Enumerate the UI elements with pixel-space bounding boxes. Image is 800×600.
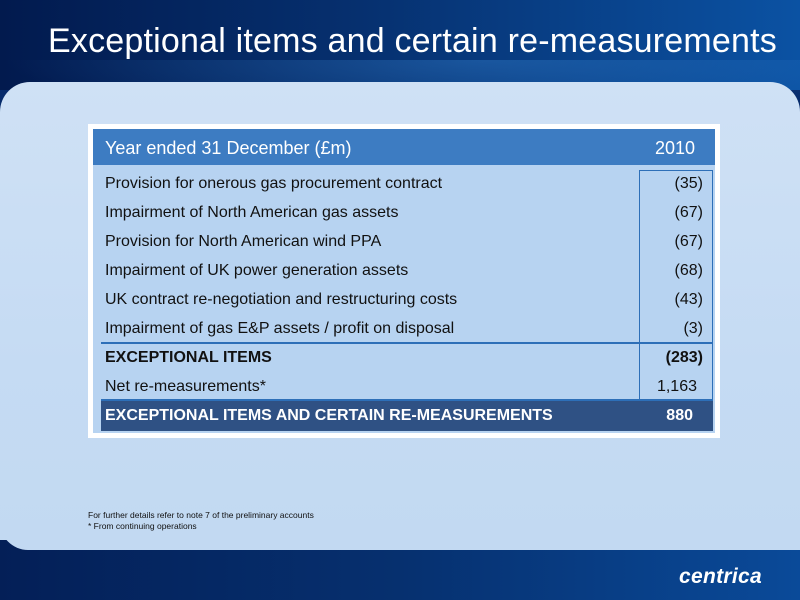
row-value: (3) [683, 320, 703, 337]
total-divider [101, 399, 713, 401]
exceptional-items-row: EXCEPTIONAL ITEMS (283) [93, 344, 715, 373]
row-label: Impairment of gas E&P assets / profit on… [105, 320, 455, 337]
centrica-logo: centrica [679, 565, 762, 588]
row-value: (43) [674, 291, 703, 308]
table-body: Year ended 31 December (£m) 2010 Provisi… [93, 129, 715, 433]
footnote-reference: For further details refer to note 7 of t… [88, 510, 314, 520]
total-row: EXCEPTIONAL ITEMS AND CERTAIN RE-MEASURE… [101, 401, 713, 431]
footnotes: For further details refer to note 7 of t… [88, 510, 314, 532]
total-label: EXCEPTIONAL ITEMS AND CERTAIN RE-MEASURE… [105, 407, 553, 424]
subtotal-divider [101, 342, 713, 344]
footer-band [0, 540, 800, 600]
net-remeasurements-row: Net re-measurements* 1,163 [93, 373, 715, 402]
row-label: Impairment of UK power generation assets [105, 262, 409, 279]
row-label: Provision for North American wind PPA [105, 233, 382, 250]
row-value: (67) [674, 204, 703, 221]
data-table: Year ended 31 December (£m) 2010 Provisi… [88, 124, 720, 438]
slide-title: Exceptional items and certain re-measure… [48, 22, 777, 60]
row-label: Impairment of North American gas assets [105, 204, 399, 221]
table-row: Provision for North American wind PPA (6… [93, 228, 715, 257]
row-value: 1,163 [656, 378, 697, 395]
table-row: UK contract re-negotiation and restructu… [93, 286, 715, 315]
table-row: Impairment of North American gas assets … [93, 199, 715, 228]
row-value: (35) [674, 175, 703, 192]
total-value: 880 [666, 407, 693, 424]
table-row: Provision for onerous gas procurement co… [93, 170, 715, 199]
row-label: Provision for onerous gas procurement co… [105, 175, 443, 192]
row-value: (283) [665, 349, 703, 366]
row-value: (67) [674, 233, 703, 250]
header-label: Year ended 31 December (£m) [105, 138, 352, 158]
content-panel-bottom [0, 520, 800, 550]
table-row: Impairment of gas E&P assets / profit on… [93, 315, 715, 344]
table-header: Year ended 31 December (£m) 2010 [93, 129, 715, 165]
row-label: UK contract re-negotiation and restructu… [105, 291, 458, 308]
footnote-asterisk: * From continuing operations [88, 521, 197, 531]
header-year: 2010 [654, 138, 695, 158]
row-value: (68) [674, 262, 703, 279]
table-row: Impairment of UK power generation assets… [93, 257, 715, 286]
row-label: Net re-measurements* [105, 378, 266, 395]
row-label: EXCEPTIONAL ITEMS [105, 349, 272, 366]
